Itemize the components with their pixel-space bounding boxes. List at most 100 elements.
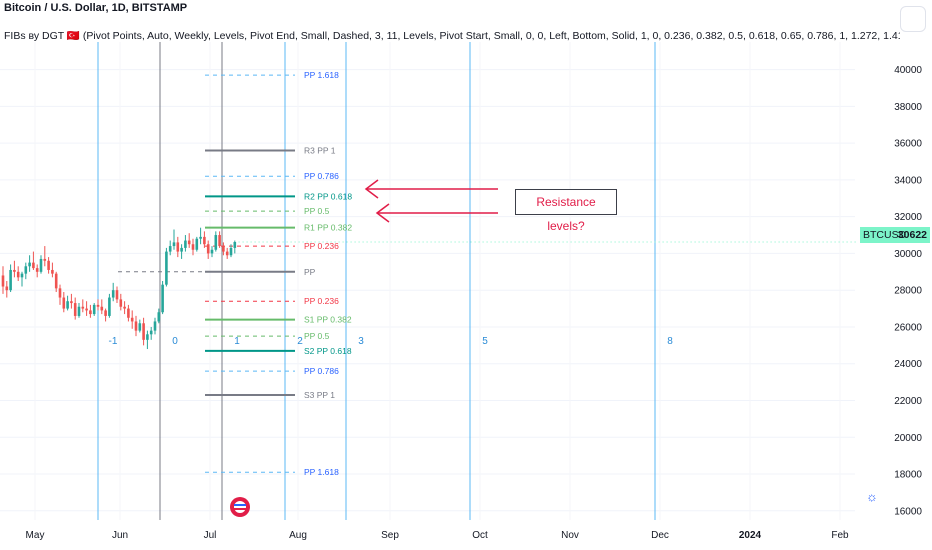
- candle-body: [206, 244, 210, 254]
- fib-time-label: 5: [482, 336, 488, 347]
- candle-body: [54, 273, 58, 289]
- candle-body: [20, 273, 24, 278]
- candle-body: [16, 271, 20, 278]
- x-tick-label: Jun: [112, 530, 128, 541]
- x-tick-label: Jul: [204, 530, 217, 541]
- pivot-level-label: PP 0.236: [304, 296, 339, 306]
- candle-body: [24, 266, 28, 274]
- y-tick-label: 24000: [894, 359, 922, 370]
- candle-body: [28, 262, 31, 267]
- pivot-level-label: S3 PP 1: [304, 390, 335, 400]
- x-tick-label: Oct: [472, 530, 488, 541]
- y-tick-label: 16000: [894, 506, 922, 517]
- candle-body: [119, 299, 123, 307]
- last-price-tag: BTCUSD 30622: [860, 227, 930, 243]
- candle-body: [123, 306, 126, 309]
- candle-body: [9, 269, 12, 291]
- pivot-level-label: R1 PP 0.382: [304, 223, 352, 233]
- pivot-level-label: PP 0.5: [304, 331, 330, 341]
- candle-body: [96, 304, 100, 307]
- price-tag-value: 30622: [897, 229, 927, 241]
- candle-body: [161, 284, 164, 313]
- pivot-level-label: S2 PP 0.618: [304, 346, 352, 356]
- price-tag-symbol: BTCUSD: [863, 229, 907, 241]
- candle-body: [191, 244, 195, 250]
- x-tick-label: Sep: [381, 530, 399, 541]
- resistance-callout[interactable]: Resistance levels?: [515, 189, 617, 233]
- candle-body: [172, 242, 176, 247]
- pivot-level-label: PP 0.786: [304, 366, 339, 376]
- indicator-title[interactable]: FIBs ву DGT 🇹🇷 (Pivot Points, Auto, Week…: [4, 30, 900, 42]
- candle-body: [73, 303, 77, 316]
- fib-time-label: 1: [234, 336, 240, 347]
- candle-body: [138, 323, 142, 331]
- auto-scale-icon[interactable]: ☼: [866, 489, 878, 504]
- candle-body: [47, 260, 50, 270]
- candle-body: [153, 321, 157, 331]
- pivot-level-label: R2 PP 0.618: [304, 191, 352, 201]
- y-tick-label: 34000: [894, 175, 922, 186]
- y-tick-label: 36000: [894, 139, 922, 150]
- candle-body: [108, 297, 111, 316]
- x-tick-label: Nov: [561, 530, 579, 541]
- y-tick-label: 40000: [894, 65, 922, 76]
- x-tick-label: 2024: [739, 530, 762, 541]
- candle-body: [225, 251, 229, 256]
- candle-body: [100, 306, 104, 311]
- candle-body: [85, 308, 88, 311]
- pivot-level-label: PP 1.618: [304, 467, 339, 477]
- candle-body: [35, 268, 39, 272]
- candle-body: [77, 306, 81, 316]
- candle-body: [130, 317, 134, 322]
- candle-body: [58, 288, 62, 298]
- candle-body: [81, 306, 85, 309]
- pivot-level-label: PP 0.236: [304, 241, 339, 251]
- symbol-title[interactable]: Bitcoin / U.S. Dollar, 1D, BITSTAMP: [4, 2, 188, 14]
- candle-body: [13, 269, 16, 272]
- candle-body: [157, 312, 161, 322]
- candle-body: [70, 301, 73, 304]
- candle-body: [210, 249, 214, 254]
- candle-body: [51, 269, 54, 274]
- fib-time-label: 2: [297, 336, 303, 347]
- chart-settings-button[interactable]: [900, 6, 926, 32]
- candle-body: [89, 310, 92, 315]
- y-tick-label: 28000: [894, 286, 922, 297]
- candle-body: [199, 236, 202, 239]
- candle-body: [127, 308, 130, 318]
- x-tick-label: May: [26, 530, 45, 541]
- candle-body: [184, 240, 187, 248]
- y-tick-label: 20000: [894, 433, 922, 444]
- pivot-level-label: PP 0.5: [304, 206, 330, 216]
- y-tick-label: 30000: [894, 249, 922, 260]
- candle-body: [134, 321, 138, 331]
- y-tick-label: 18000: [894, 470, 922, 481]
- candle-body: [39, 258, 43, 272]
- candle-body: [92, 304, 96, 315]
- pivot-level-label: PP 1.618: [304, 70, 339, 80]
- candle-body: [180, 247, 183, 252]
- candle-body: [222, 246, 225, 252]
- flag-badge-icon[interactable]: [230, 497, 250, 517]
- candle-body: [62, 297, 66, 309]
- x-tick-label: Feb: [831, 530, 849, 541]
- y-tick-label: 26000: [894, 322, 922, 333]
- candle-body: [176, 242, 180, 252]
- pivot-level-label: PP 0.786: [304, 171, 339, 181]
- y-tick-label: 38000: [894, 102, 922, 113]
- candle-body: [104, 310, 107, 316]
- fib-time-label: 8: [667, 336, 673, 347]
- pivot-level-label: S1 PP 0.382: [304, 315, 352, 325]
- candle-body: [195, 238, 199, 250]
- fib-time-label: 3: [358, 336, 364, 347]
- candle-body: [218, 235, 221, 247]
- y-tick-label: 22000: [894, 396, 922, 407]
- candle-body: [66, 301, 69, 309]
- candle-body: [5, 286, 9, 291]
- candle-body: [203, 236, 206, 245]
- candle-body: [229, 247, 233, 256]
- candle-body: [142, 323, 145, 340]
- candle-body: [214, 235, 218, 250]
- candle-body: [168, 246, 172, 252]
